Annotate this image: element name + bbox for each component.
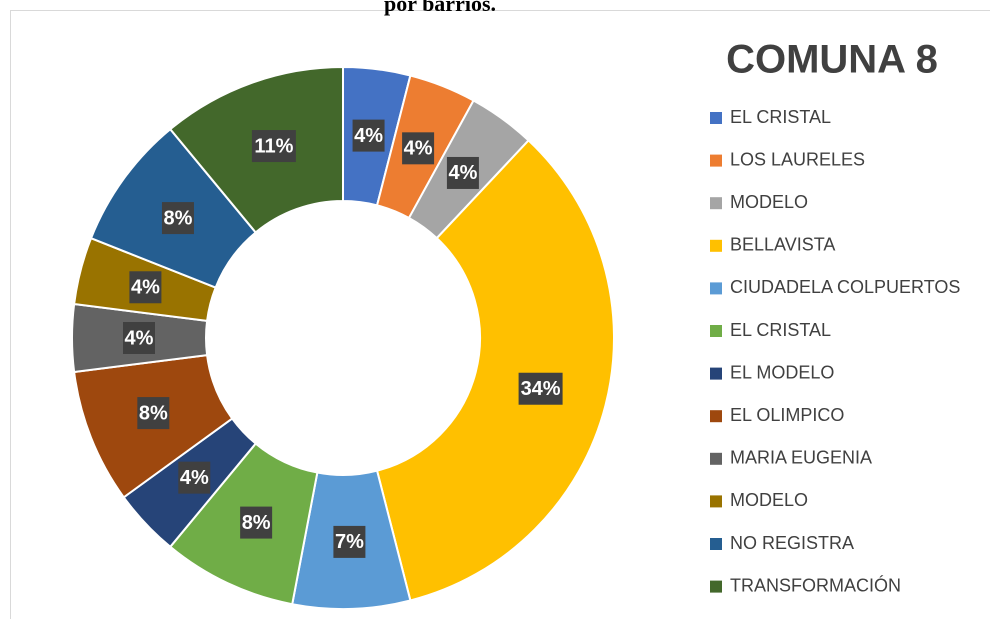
legend-label: NO REGISTRA bbox=[730, 533, 854, 553]
data-label: 4% bbox=[180, 467, 209, 489]
legend-swatch bbox=[710, 325, 722, 337]
legend-label: MARIA EUGENIA bbox=[730, 448, 872, 468]
label-box bbox=[333, 525, 366, 558]
data-label: 4% bbox=[404, 138, 433, 160]
legend-swatch bbox=[710, 367, 722, 380]
label-box bbox=[123, 322, 155, 354]
legend-label: EL OLIMPICO bbox=[730, 405, 844, 425]
chart-title: COMUNA 8 bbox=[726, 38, 938, 82]
legend-label: EL CRISTAL bbox=[730, 107, 831, 127]
legend-swatch bbox=[710, 112, 722, 124]
data-label: 8% bbox=[242, 512, 271, 534]
legend-swatch bbox=[710, 282, 722, 295]
legend-label: CIUDADELA COLPUERTOS bbox=[730, 277, 960, 297]
label-box bbox=[446, 156, 479, 189]
legend-swatch bbox=[710, 239, 722, 252]
legend-swatch bbox=[710, 538, 722, 550]
data-label: 11% bbox=[254, 135, 293, 157]
data-label: 4% bbox=[448, 162, 477, 184]
chart-frame bbox=[10, 10, 990, 619]
data-label: 34% bbox=[521, 378, 561, 400]
legend-label: EL MODELO bbox=[730, 362, 834, 382]
data-label: 4% bbox=[125, 327, 154, 349]
legend-label: MODELO bbox=[730, 192, 808, 212]
data-label: 8% bbox=[164, 207, 193, 229]
legend-label: MODELO bbox=[730, 490, 808, 510]
label-box bbox=[402, 132, 435, 165]
data-label: 4% bbox=[131, 277, 160, 299]
label-box bbox=[161, 202, 194, 235]
label-box bbox=[352, 119, 385, 152]
legend-label: EL CRISTAL bbox=[730, 320, 831, 340]
data-label: 8% bbox=[139, 402, 168, 424]
legend-swatch bbox=[710, 197, 722, 210]
legend-label: TRANSFORMACIÓN bbox=[730, 574, 901, 595]
label-box bbox=[240, 506, 273, 539]
legend-swatch bbox=[710, 495, 722, 508]
slice bbox=[375, 139, 615, 602]
legend-label: BELLAVISTA bbox=[730, 235, 835, 255]
label-box bbox=[251, 130, 296, 163]
legend-swatch bbox=[710, 580, 722, 593]
legend-swatch bbox=[710, 452, 722, 465]
label-box bbox=[178, 461, 211, 494]
legend-swatch bbox=[710, 154, 722, 167]
data-label: 7% bbox=[335, 531, 364, 553]
heading: por barrios. bbox=[384, 0, 496, 16]
legend-swatch bbox=[710, 410, 722, 423]
legend-label: LOS LAURELES bbox=[730, 149, 865, 169]
data-label: 4% bbox=[354, 125, 383, 147]
label-box bbox=[137, 397, 170, 430]
label-box bbox=[518, 372, 563, 405]
label-box bbox=[129, 271, 162, 304]
